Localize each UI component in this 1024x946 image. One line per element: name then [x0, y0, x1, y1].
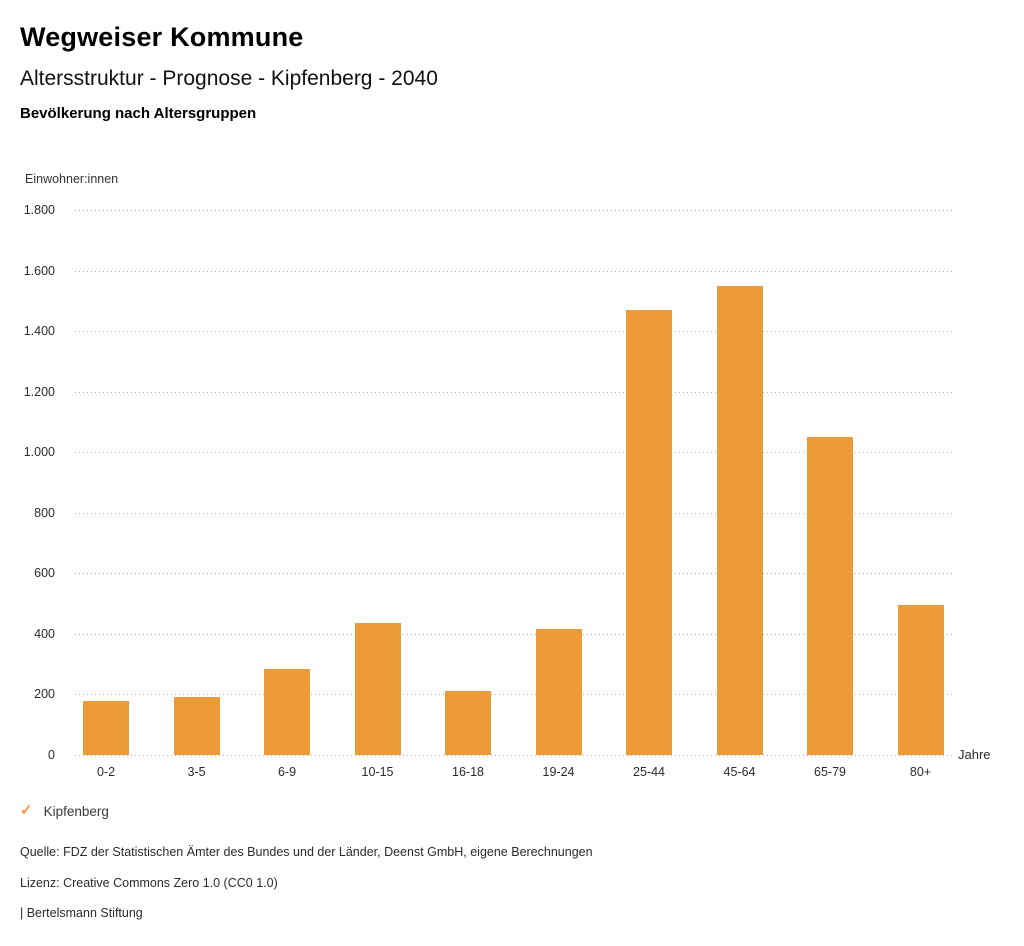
bar-45-64[interactable] [716, 285, 763, 755]
footer-attribution: | Bertelsmann Stiftung [20, 906, 143, 920]
gridline [75, 512, 955, 514]
y-tick-label: 1.400 [23, 324, 55, 339]
gridline [75, 210, 955, 211]
bar-10-15[interactable] [354, 623, 401, 755]
footer-source: Quelle: FDZ der Statistischen Ämter des … [20, 845, 593, 859]
gridline [75, 633, 955, 635]
bar-65-79[interactable] [807, 437, 853, 755]
bar-6-9[interactable] [264, 668, 310, 755]
x-axis-unit-label: Jahre [958, 747, 991, 762]
bar-80+[interactable] [897, 605, 944, 755]
x-tick-label: 3-5 [187, 765, 206, 779]
page-title: Wegweiser Kommune [20, 22, 304, 52]
chart-subtitle: Altersstruktur - Prognose - Kipfenberg -… [20, 67, 438, 90]
gridline [75, 331, 955, 333]
x-tick-label: 0-2 [96, 765, 116, 779]
y-axis-unit-label: Einwohner:innen [25, 172, 119, 186]
gridline [75, 755, 955, 756]
gridline [75, 573, 955, 575]
bar-16-18[interactable] [445, 691, 491, 755]
plot-area [75, 210, 955, 756]
y-tick-label: 200 [34, 687, 55, 702]
bar-19-24[interactable] [535, 629, 582, 755]
gridline [75, 391, 955, 393]
x-tick-label: 45-64 [723, 765, 756, 779]
check-icon: ✓ [20, 802, 33, 819]
x-tick-label: 16-18 [452, 765, 484, 779]
gridline [75, 694, 955, 696]
y-tick-label: 800 [34, 505, 55, 520]
bar-25-44[interactable] [626, 309, 672, 755]
section-title: Bevölkerung nach Altersgruppen [20, 105, 257, 122]
footer-license: Lizenz: Creative Commons Zero 1.0 (CC0 1… [20, 876, 278, 890]
y-tick-label: 0 [48, 748, 55, 762]
y-tick-label: 1.000 [23, 445, 55, 460]
x-tick-label: 19-24 [542, 765, 575, 779]
legend-item-label: Kipfenberg [43, 803, 109, 819]
y-tick-label: 1.200 [23, 384, 55, 399]
x-tick-label: 65-79 [814, 765, 846, 779]
gridline [75, 452, 955, 454]
y-tick-label: 600 [34, 566, 55, 581]
bar-0-2[interactable] [83, 700, 129, 755]
gridline [75, 270, 955, 272]
x-tick-label: 10-15 [361, 765, 394, 779]
y-tick-label: 1.600 [23, 263, 55, 278]
x-tick-label: 6-9 [277, 765, 297, 779]
y-tick-label: 1.800 [23, 203, 55, 217]
x-tick-label: 25-44 [633, 765, 665, 779]
x-tick-label: 80+ [909, 765, 932, 779]
legend-item-kipfenberg[interactable]: ✓ Kipfenberg [20, 803, 109, 819]
bar-3-5[interactable] [173, 697, 220, 755]
y-tick-label: 400 [34, 626, 55, 641]
